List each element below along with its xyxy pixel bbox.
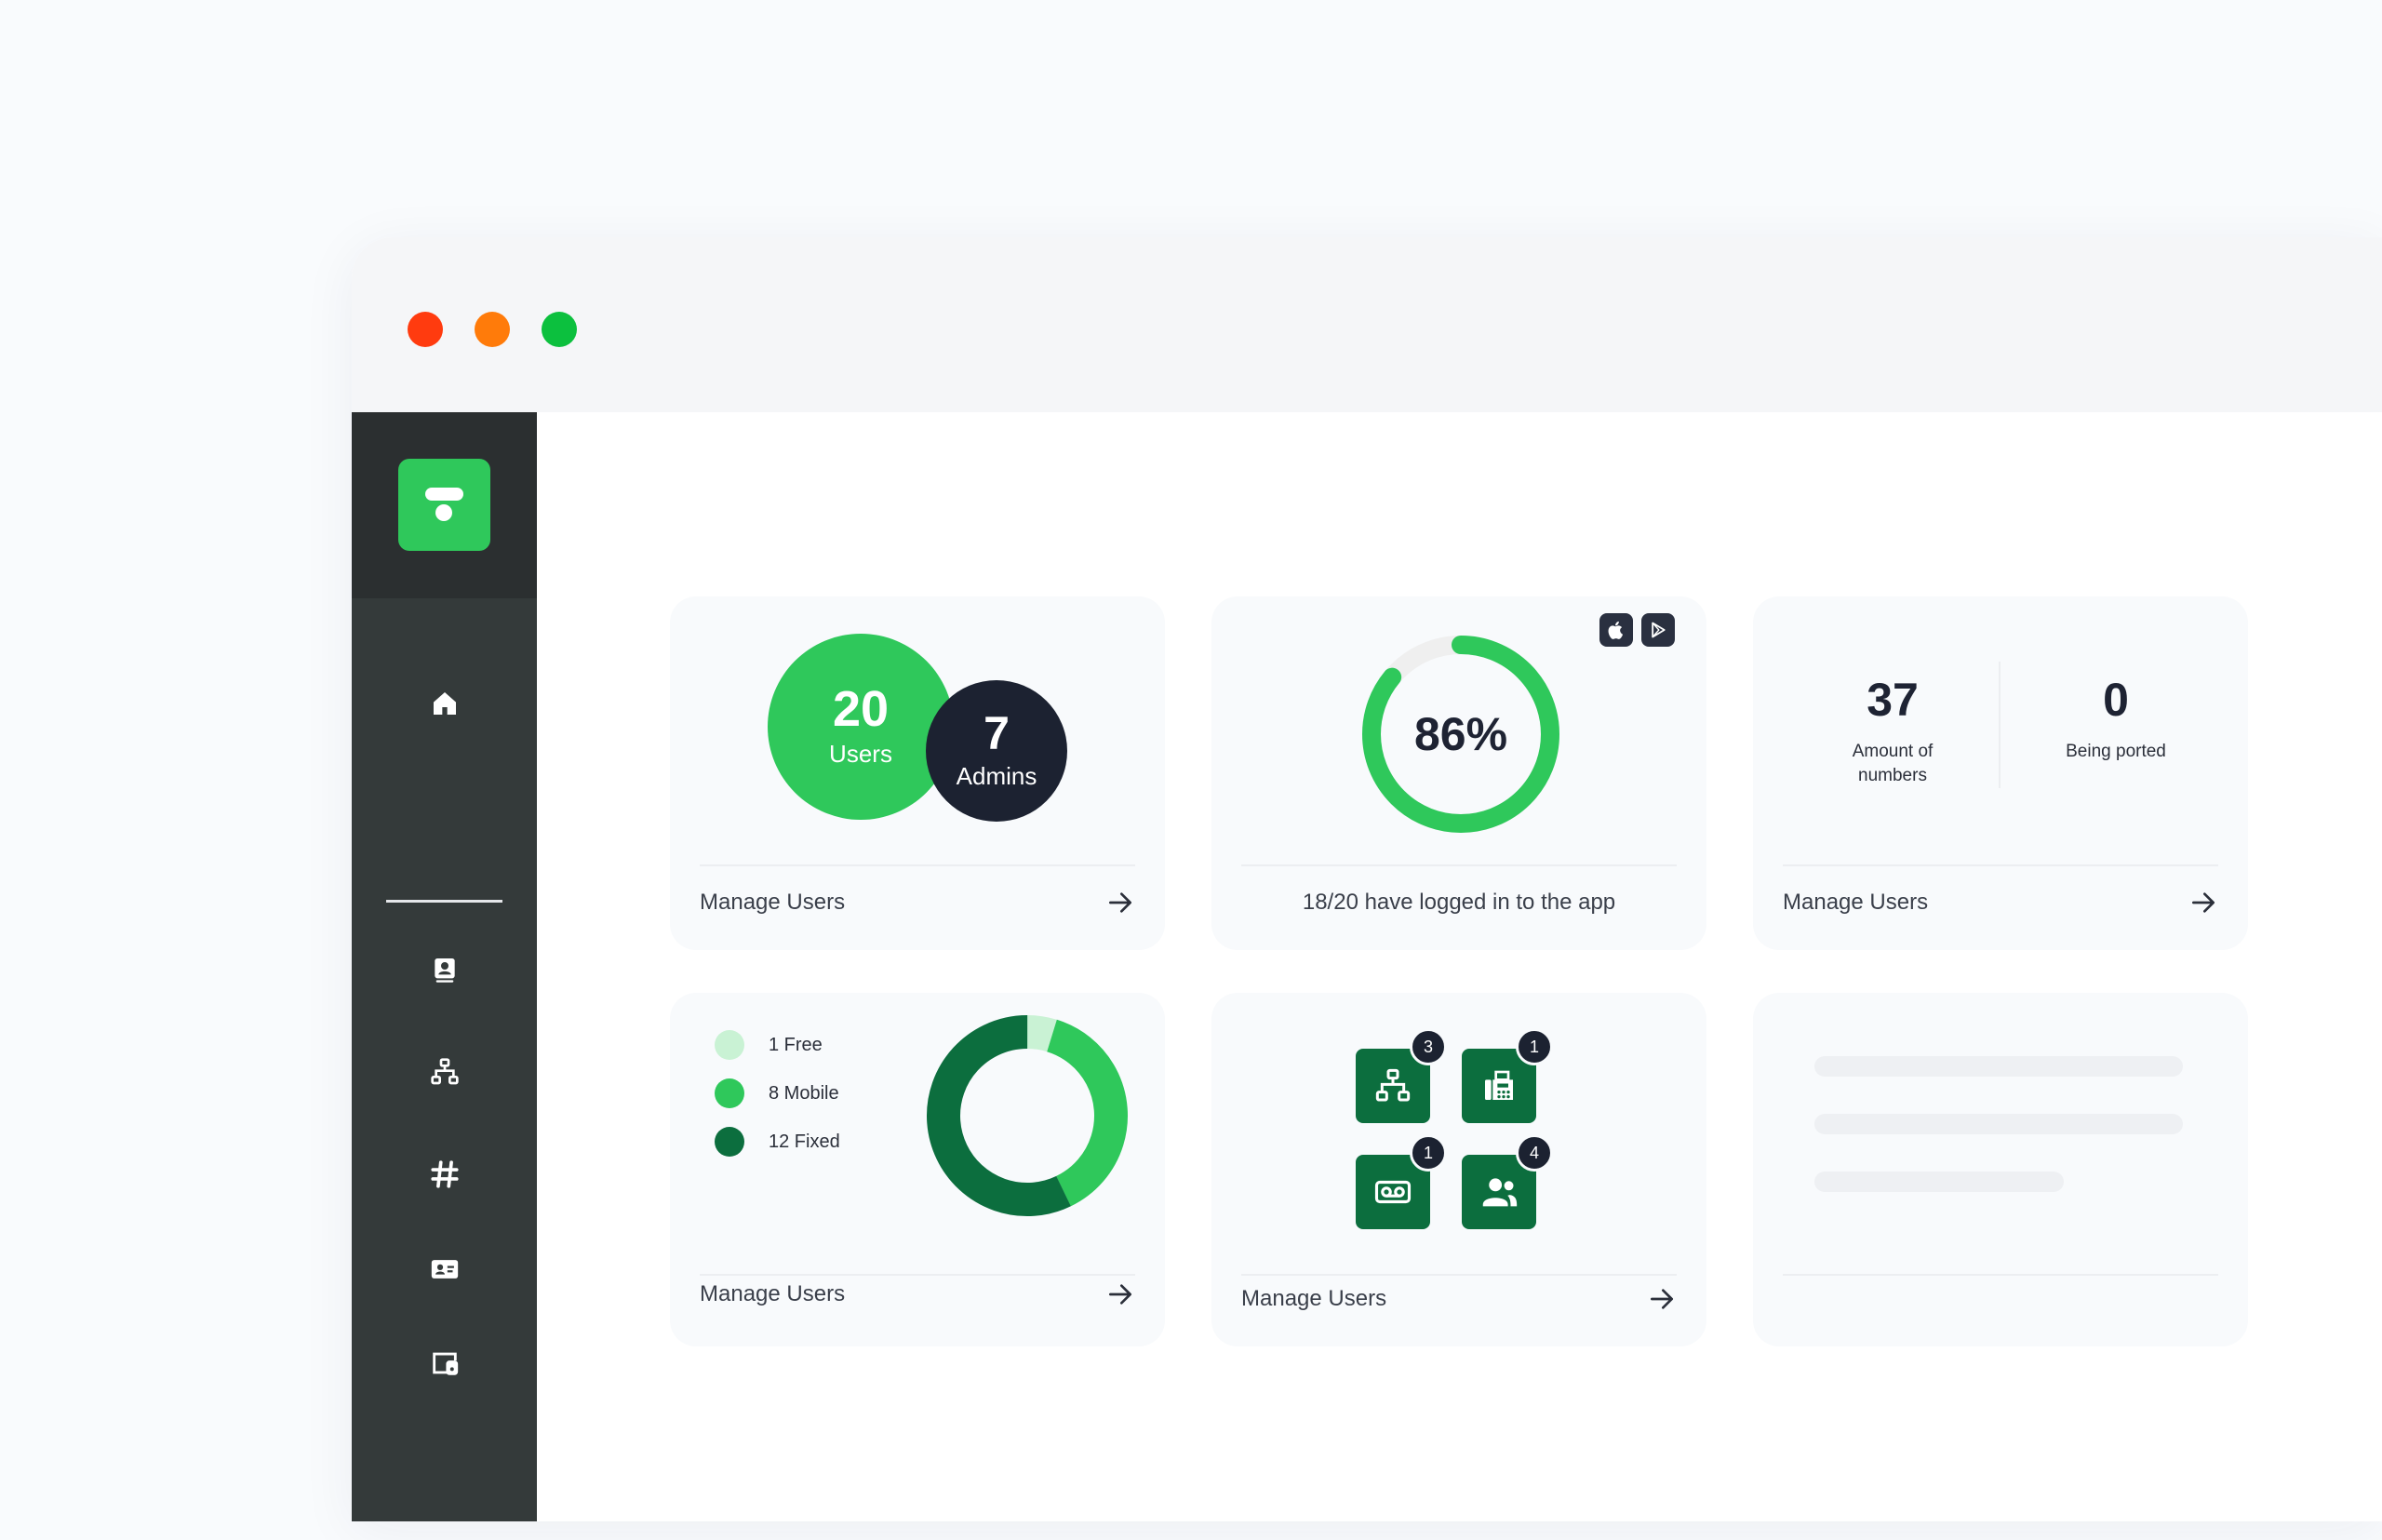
manage-users-link[interactable]: Manage Users [1783, 880, 2218, 925]
org-chart-icon [431, 1058, 459, 1085]
maximize-window-button[interactable] [542, 312, 577, 347]
id-card-icon [431, 1260, 459, 1279]
voicemail-tile[interactable]: 1 [1356, 1134, 1447, 1229]
legend-label: 1 Free [769, 1034, 823, 1055]
login-percent-label: 86% [1413, 708, 1508, 760]
count-badge: 3 [1410, 1028, 1447, 1065]
legend-dot [715, 1127, 744, 1157]
users-count: 20 [832, 681, 890, 738]
title-bar [352, 237, 2382, 412]
stat-divider [1999, 662, 2001, 788]
admins-count-bubble: 7 Admins [926, 680, 1067, 822]
arrow-right-icon [2192, 892, 2215, 913]
login-summary: 18/20 have logged in to the app [1241, 880, 1677, 925]
app-window: 20 Users 7 Admins Manage Users [352, 237, 2382, 1521]
arrow-right-icon [1109, 892, 1131, 913]
count-badge: 1 [1410, 1134, 1447, 1172]
skeleton-line [1814, 1114, 2183, 1134]
manage-users-link[interactable]: Manage Users [700, 880, 1135, 925]
number-types-card: 1 Free 8 Mobile 12 Fixed Manage Users [670, 993, 1165, 1346]
numbers-card: 37 Amount of numbers 0 Being ported Mana… [1753, 596, 2248, 950]
sidebar-item-devices[interactable] [404, 1335, 486, 1391]
device-icon [433, 1352, 459, 1375]
being-ported-value: 0 [2103, 674, 2129, 726]
legend-item-fixed: 12 Fixed [715, 1127, 840, 1157]
admins-count: 7 [984, 707, 1010, 760]
sidebar-item-organization[interactable] [404, 1044, 486, 1100]
sidebar-item-numbers[interactable] [404, 1146, 486, 1202]
fax-tile[interactable]: 1 [1462, 1028, 1553, 1123]
skeleton-line [1814, 1172, 2064, 1192]
org-chart-icon [1375, 1068, 1411, 1102]
card-divider [1783, 864, 2218, 866]
fax-icon [1485, 1070, 1513, 1100]
close-window-button[interactable] [408, 312, 443, 347]
card-divider [1783, 1274, 2218, 1276]
group-icon [1482, 1178, 1518, 1207]
sidebar [352, 412, 537, 1521]
arrow-right-icon [1651, 1289, 1673, 1309]
org-chart-tile[interactable]: 3 [1356, 1028, 1447, 1123]
being-ported-stat: 0 Being ported [2023, 673, 2209, 764]
hashtag-icon [431, 1160, 459, 1188]
being-ported-label: Being ported [2066, 742, 2166, 761]
manage-users-label: Manage Users [1241, 1286, 1387, 1311]
count-badge: 4 [1516, 1134, 1553, 1172]
manage-users-label: Manage Users [700, 890, 846, 915]
login-summary-label: 18/20 have logged in to the app [1302, 890, 1616, 915]
legend-label: 12 Fixed [769, 1131, 840, 1152]
manage-users-label: Manage Users [1783, 890, 1929, 915]
contact-card-icon [435, 958, 455, 983]
arrow-right-icon [1109, 1284, 1131, 1305]
main-content: 20 Users 7 Admins Manage Users [537, 412, 2382, 1521]
play-store-icon[interactable] [1641, 613, 1675, 647]
sidebar-item-home[interactable] [404, 676, 486, 731]
manage-users-link[interactable]: Manage Users [1241, 1277, 1677, 1321]
amount-of-numbers-value: 37 [1867, 674, 1919, 726]
legend-dot [715, 1078, 744, 1108]
app-usage-card: 86% 18/20 have logged in to the app [1211, 596, 1706, 950]
users-label: Users [829, 740, 892, 769]
card-divider [700, 864, 1135, 866]
legend-item-free: 1 Free [715, 1030, 823, 1060]
card-divider [700, 1274, 1135, 1276]
number-types-donut [927, 1015, 1128, 1216]
sidebar-header [352, 412, 537, 598]
manage-users-label: Manage Users [700, 1281, 846, 1306]
users-count-bubble: 20 Users [768, 634, 954, 820]
progress-arc [1362, 636, 1559, 833]
loading-card [1753, 993, 2248, 1346]
legend-item-mobile: 8 Mobile [715, 1078, 839, 1108]
apple-icon[interactable] [1599, 613, 1633, 647]
admins-label: Admins [956, 762, 1037, 791]
manage-users-link[interactable]: Manage Users [700, 1272, 1135, 1317]
app-logo-icon[interactable] [398, 459, 490, 551]
amount-of-numbers-label: Amount of numbers [1852, 742, 1934, 785]
sidebar-divider [386, 900, 502, 903]
legend-dot [715, 1030, 744, 1060]
card-divider [1241, 864, 1677, 866]
group-tile[interactable]: 4 [1462, 1134, 1553, 1229]
home-icon [434, 692, 456, 715]
count-badge: 1 [1516, 1028, 1553, 1065]
sidebar-item-profile[interactable] [404, 1241, 486, 1297]
login-progress-ring [1362, 636, 1559, 833]
minimize-window-button[interactable] [475, 312, 510, 347]
card-divider [1241, 1274, 1677, 1276]
voicemail-icon [1374, 1180, 1412, 1204]
sidebar-item-contacts[interactable] [404, 942, 486, 998]
amount-of-numbers-stat: 37 Amount of numbers [1800, 673, 1986, 788]
features-card: 3 1 1 [1211, 993, 1706, 1346]
skeleton-line [1814, 1056, 2183, 1077]
users-card: 20 Users 7 Admins Manage Users [670, 596, 1165, 950]
legend-label: 8 Mobile [769, 1082, 839, 1104]
